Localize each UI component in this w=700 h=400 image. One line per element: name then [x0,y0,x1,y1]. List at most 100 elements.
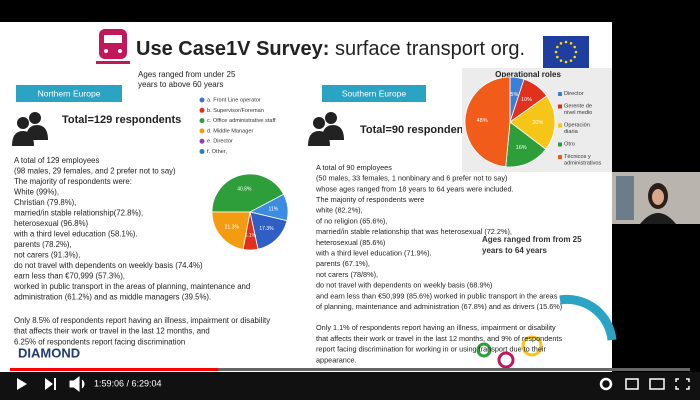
pie-slice [505,121,547,168]
slice-label: 10% [521,97,532,103]
body-text: that affects their work or travel in the… [316,334,562,343]
star [573,55,576,59]
body-text: White (99%), [14,188,59,197]
body-text: whose ages ranged from 18 years to 64 ye… [315,184,514,193]
volume-button[interactable] [69,375,85,393]
star [564,40,568,44]
theater-button[interactable] [649,378,665,390]
body-text: A total of 129 employees [14,156,99,165]
star [559,42,563,45]
star [569,59,573,62]
legend-swatch [199,138,205,144]
body-text: earn less than €70,999 (57.3%), [14,272,125,281]
legend-label: Técnicos y administrativos [564,154,602,167]
time-display: 1:59:06 / 6:29:04 [94,378,162,388]
body-text: and earn less than €50,999 (85.6%) worke… [316,291,558,300]
slide-title: Use Case1V Survey: surface transport org… [136,38,525,60]
webcam [612,172,700,224]
total-respondents: Total=129 respondents [62,114,181,126]
pie-title: Operational roles [495,70,561,79]
legend-label: c. Office administrative staff [207,118,276,124]
body-text: report facing discrimination for working… [316,345,547,354]
legend-label: f. Other, [207,149,227,155]
slice-label: 48% [477,118,488,124]
body-text: Only 8.5% of respondents report having a… [14,316,270,325]
slice-label: 6.1% [245,233,257,239]
slice-label: 17.3% [259,226,274,232]
eu-flag [543,36,589,68]
legend-swatch [199,128,205,134]
total-respondents: Total=90 respondents [360,124,473,136]
pie-slice [249,211,288,250]
body-text: 6.25% of respondents report facing discr… [14,337,185,346]
legend-label: Operación diaria [564,123,590,136]
slice-label: 11% [269,206,279,212]
body-text: married/in stable relationship(72.8%), [14,209,143,218]
body-text: Christian (79.8%), [14,198,76,207]
legend-swatch [558,142,562,147]
legend-swatch [199,118,205,124]
legend-swatch [199,97,205,103]
slice-label: 16% [516,145,527,151]
section-heading: Southern Europe [342,88,407,98]
body-text: Only 1.1% of respondents report having a… [316,323,556,332]
legend-label: Otro [564,142,575,148]
slice-label: 5% [510,92,518,98]
pie-slice [211,173,285,213]
pie-slice [464,76,511,168]
legend-swatch [558,92,562,96]
legend-label: d. Middle Manager [207,128,253,134]
train-icon [96,29,130,64]
legend-swatch [558,104,562,109]
star [559,59,563,62]
subtitle: Ages ranged from under 25 [138,70,236,79]
miniplayer-button[interactable] [625,378,639,390]
body-text: worked in public transport in the areas … [13,282,250,291]
star [574,50,578,54]
star [556,55,559,59]
progress-track[interactable] [10,368,690,371]
body-text: not carers (78/8%), [316,270,378,279]
body-text: A total of 90 employees [316,163,392,172]
body-text: do not travel with dependents on weekly … [316,281,492,290]
legend-swatch [199,107,205,113]
body-text: that affects their work or travel in the… [14,327,210,336]
legend-swatch [199,149,205,154]
body-text: of no religion (65.6%), [316,216,387,225]
title-rest: surface transport org. [335,38,525,60]
next-button[interactable] [45,378,56,390]
control-bar [0,372,700,400]
body-text: parents (78.2%), [14,240,72,249]
legend-swatch [558,123,562,128]
body-text: administration (61.2%) and as middle man… [14,293,211,302]
body-text: (50 males, 33 females, 1 nonbinary and 6… [316,174,507,183]
body-text: The majority of respondents were: [14,177,132,186]
legend-label: e. Director [207,139,233,145]
heading-box [322,85,426,102]
legend-swatch [558,155,562,159]
star [554,50,558,54]
heading-box [16,85,122,102]
fullscreen-button[interactable] [675,378,690,390]
progress-played [10,368,219,371]
callout: Ages ranged from from 25 [482,235,582,244]
star [564,60,568,64]
body-text: parents (67.1%), [316,259,370,268]
body-text: of planning, maintenance and administrat… [316,302,562,311]
body-text: white (82.2%), [315,206,363,215]
body-text: with a third level education (71.9%). [315,249,432,258]
body-text: not carers (91.3%), [14,251,80,260]
slice-label: 20% [532,120,543,126]
star [569,42,573,45]
body-text: heterosexual (96.8%) [14,219,89,228]
body-text: with a third level education (58.1%). [13,230,138,239]
people-icon [12,112,48,146]
play-button[interactable] [17,378,27,390]
legend-label: a. Front Line operator [207,97,261,103]
title-bold: Use Case1V Survey: [136,38,329,60]
logo: DIAMOND [18,345,80,360]
settings-button[interactable] [599,377,613,391]
body-text: heterosexual (85.6%) [316,238,385,247]
section-heading: Northern Europe [38,88,101,98]
